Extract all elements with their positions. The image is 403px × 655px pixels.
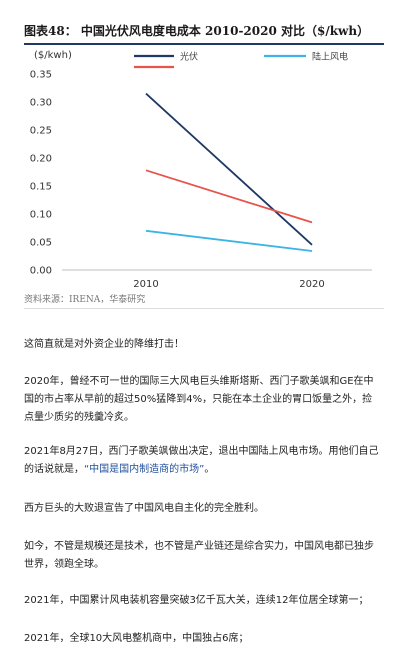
y-tick-label: 0.30 — [30, 98, 52, 109]
series-line — [145, 229, 313, 252]
y-tick-label: 0.15 — [30, 182, 52, 193]
y-tick-label: 0.05 — [30, 238, 52, 249]
article-paragraph: 2021年，全球10大风电整机商中，中国独占6席； — [24, 633, 249, 644]
legend-label: 陆上风电 — [312, 51, 348, 63]
legend-label: 光伏 — [180, 51, 198, 63]
article-paragraph: 这简直就是对外资企业的降维打击！ — [24, 339, 184, 350]
article-paragraph: 2020年，曾经不可一世的国际三大风电巨头维斯塔斯、西门子歌美飒和GE在中国的市… — [24, 376, 374, 423]
article-paragraph: 2021年，中国累计风电装机容量突破3亿千瓦大关，连续12年位居全球第一； — [24, 595, 369, 606]
y-tick-label: 0.10 — [30, 210, 52, 221]
source-rule — [24, 308, 384, 309]
series-line — [145, 92, 313, 246]
highlighted-quote: “中国是国内制造商的市场” — [84, 464, 205, 475]
figure-title: 图表48： 中国光伏风电度电成本 2010-2020 对比（$/kwh） — [24, 24, 370, 38]
line-chart: ($/kwh) 0.00 0.05 0.10 0.15 0.20 0.25 0.30 0.35 2… — [24, 50, 384, 312]
y-tick-label: 0.35 — [30, 70, 52, 81]
x-tick-label: 2010 — [133, 279, 158, 290]
x-tick-label: 2020 — [299, 279, 324, 290]
figure-source: 资料来源：IRENA，华泰研究 — [24, 295, 146, 305]
paragraph-text: 。 — [204, 464, 215, 475]
title-rule — [24, 43, 384, 45]
y-tick-label: 0.00 — [30, 266, 52, 277]
chart-svg: ($/kwh) 0.00 0.05 0.10 0.15 0.20 0.25 0.30 0.35 2… — [30, 50, 372, 290]
series-line — [145, 169, 313, 224]
y-tick-label: 0.20 — [30, 154, 52, 165]
article-paragraph: 2021年8月27日，西门子歌美飒做出决定，退出中国陆上风电市场。用他们自己的话… — [24, 443, 379, 479]
chart-figure: 图表48： 中国光伏风电度电成本 2010-2020 对比（$/kwh） ($/… — [24, 20, 384, 312]
article-paragraph: 西方巨头的大败退宣告了中国风电自主化的完全胜利。 — [24, 503, 264, 514]
y-tick-label: 0.25 — [30, 126, 52, 137]
article-paragraph: 如今，不管是规模还是技术，也不管是产业链还是综合实力，中国风电都已独步世界，领跑… — [24, 541, 374, 570]
paragraph-text: 2021年8月27日，西门子歌美飒做出决定，退出中国陆上风电市场。用他们自己的话… — [24, 446, 379, 475]
y-axis-label: ($/kwh) — [34, 50, 72, 61]
